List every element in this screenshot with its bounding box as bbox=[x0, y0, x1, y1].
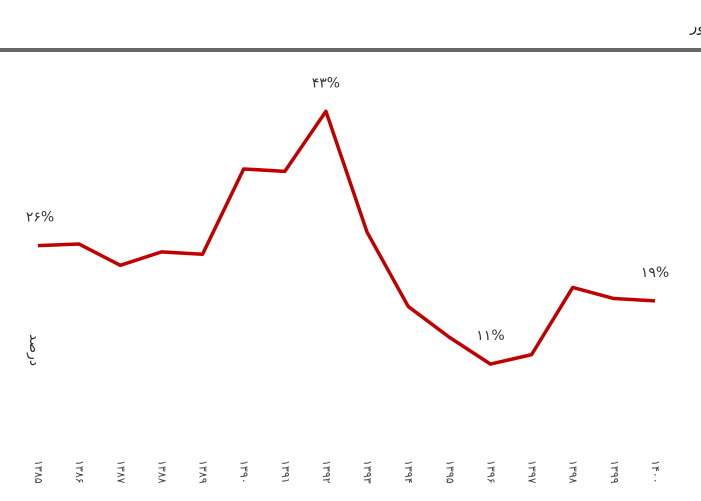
x-tick-label: ۱۳۹۸ bbox=[567, 460, 580, 484]
x-tick-label: ۱۳۹۳ bbox=[361, 460, 374, 484]
data-label: ۲۶% bbox=[26, 210, 54, 226]
data-label: ۴۳% bbox=[312, 75, 340, 91]
x-tick-label: ۱۳۸۶ bbox=[73, 460, 86, 484]
x-tick-label: ۱۳۹۴ bbox=[402, 460, 415, 484]
y-axis-label: درصد bbox=[26, 334, 42, 366]
data-label: ۱۱% bbox=[476, 328, 504, 344]
data-label: ۱۹% bbox=[641, 265, 669, 281]
x-tick-label: ۱۳۹۰ bbox=[238, 460, 251, 484]
x-tick-label: ۱۳۹۵ bbox=[443, 460, 456, 484]
x-tick-label: ۱۳۸۷ bbox=[114, 460, 127, 484]
x-tick-label: ۱۳۸۹ bbox=[197, 460, 210, 484]
x-tick-label: ۱۳۹۷ bbox=[526, 460, 539, 484]
x-tick-label: ۱۳۸۵ bbox=[32, 460, 45, 484]
x-tick-label: ۱۳۹۱ bbox=[279, 460, 292, 484]
x-tick-label: ۱۳۸۸ bbox=[155, 460, 168, 484]
x-tick-label: ۱۳۹۹ bbox=[608, 460, 621, 484]
x-tick-label: ۱۴۰۰ bbox=[649, 460, 662, 484]
chart-title: شکل ۱۱ . سهم مصرف سوخت مایع در نیروگاه‌ه… bbox=[689, 18, 701, 36]
line bbox=[37, 109, 656, 366]
x-tick-label: ۱۳۹۶ bbox=[484, 460, 497, 484]
x-tick-label: ۱۳۹۲ bbox=[320, 460, 333, 484]
header-rule bbox=[0, 48, 701, 52]
